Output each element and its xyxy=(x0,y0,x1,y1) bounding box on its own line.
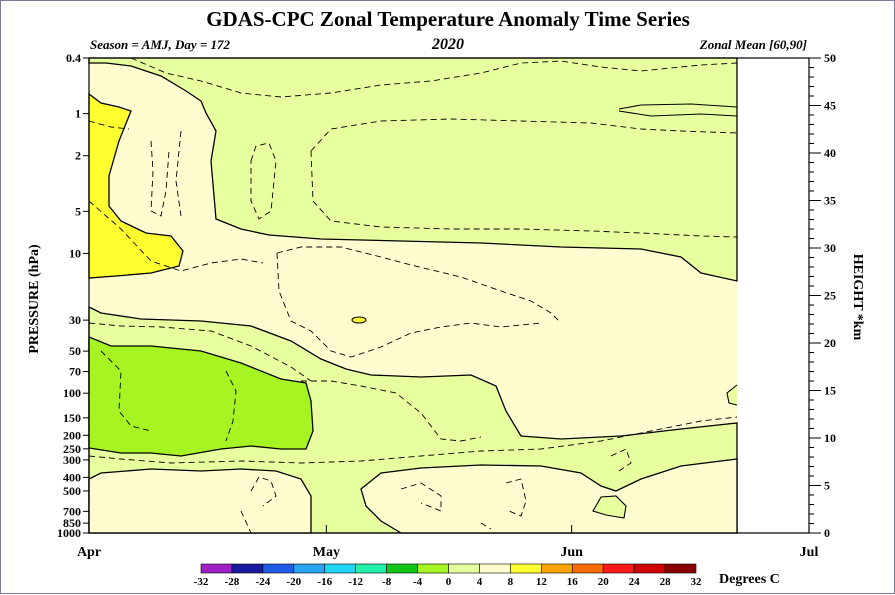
height-tick-label: 15 xyxy=(824,384,836,398)
pressure-tick-label: 1 xyxy=(75,107,81,121)
pressure-tick-label: 850 xyxy=(63,516,81,530)
contour-region-early-april xyxy=(88,336,314,457)
colorbar-tick-label: -4 xyxy=(413,576,423,588)
colorbar-tick-label: 0 xyxy=(446,576,452,588)
pressure-tick-label: 30 xyxy=(69,313,81,327)
chart-subtitle-left: Season = AMJ, Day = 172 xyxy=(90,37,231,52)
colorbar-tick-label: -28 xyxy=(225,576,240,588)
contour-region-upper-warm-patch xyxy=(88,92,184,279)
colorbar-tick-label: 12 xyxy=(536,576,548,588)
colorbar-swatch xyxy=(231,563,264,574)
time-axis: Apr May Jun Jul xyxy=(77,525,819,560)
colorbar-swatch xyxy=(571,563,604,574)
colorbar-swatch xyxy=(633,563,666,574)
pressure-tick-label: 100 xyxy=(63,386,81,400)
chart-subtitle-center: 2020 xyxy=(431,36,464,53)
colorbar-swatch xyxy=(541,563,573,574)
colorbar-tick-label: 32 xyxy=(691,576,703,588)
pressure-tick-label: 500 xyxy=(63,484,81,498)
pressure-tick-label: 70 xyxy=(69,365,81,379)
colorbar-tick-label: 24 xyxy=(629,576,641,588)
colorbar-tick-label: -8 xyxy=(382,576,392,588)
pressure-tick-label: 700 xyxy=(63,504,81,518)
pressure-tick-label: 0.4 xyxy=(66,51,81,65)
time-tick-label: Jul xyxy=(800,545,819,560)
colorbar-swatch xyxy=(417,563,449,574)
contour-loop-june-small xyxy=(592,495,627,519)
height-tick-label: 0 xyxy=(824,526,830,540)
height-tick-label: 35 xyxy=(824,194,836,208)
pressure-tick-label: 5 xyxy=(75,204,81,218)
pressure-tick-label: 50 xyxy=(69,344,81,358)
colorbar-swatch xyxy=(293,563,326,574)
colorbar-swatch xyxy=(664,563,697,574)
y-axis-right-title: HEIGHT *km xyxy=(850,254,865,341)
colorbar-tick-label: -32 xyxy=(194,576,209,588)
plot-area xyxy=(88,57,809,534)
height-tick-label: 25 xyxy=(824,289,836,303)
contour-warm-spot-30hpa xyxy=(351,316,367,324)
colorbar: -32 -28 -24 -20 -16 -12 -8 -4 0 4 8 12 16 20 24 28 32 xyxy=(194,563,703,588)
pressure-tick-label: 200 xyxy=(63,428,81,442)
colorbar-swatch xyxy=(448,563,480,574)
colorbar-tick-label: -12 xyxy=(348,576,363,588)
pressure-tick-label: 300 xyxy=(63,453,81,467)
pressure-tick-label: 1000 xyxy=(57,526,81,540)
colorbar-tick-label: -16 xyxy=(317,576,332,588)
pressure-tick-label: 10 xyxy=(69,246,81,260)
chart-subtitle-right: Zonal Mean [60,90] xyxy=(699,37,807,52)
contour-loop-right-edge xyxy=(726,384,738,406)
height-tick-label: 10 xyxy=(824,431,836,445)
height-tick-label: 5 xyxy=(824,479,830,493)
colorbar-swatch xyxy=(324,563,356,574)
colorbar-tick-label: 28 xyxy=(660,576,672,588)
colorbar-tick-label: 16 xyxy=(567,576,579,588)
contour-region-upper-stratosphere xyxy=(88,57,738,282)
colorbar-tick-label: 20 xyxy=(598,576,610,588)
colorbar-label: Degrees C xyxy=(719,572,780,587)
pressure-tick-label: 2 xyxy=(75,149,81,163)
dashed-contours xyxy=(88,57,738,534)
time-tick-label: Apr xyxy=(77,545,101,560)
height-tick-label: 50 xyxy=(824,51,836,65)
colorbar-tick-label: -24 xyxy=(256,576,271,588)
pressure-tick-label: 400 xyxy=(63,470,81,484)
colorbar-swatch xyxy=(510,563,542,574)
contour-loop-top-right xyxy=(618,103,738,117)
colorbar-swatch xyxy=(355,563,387,574)
height-tick-label: 45 xyxy=(824,99,836,113)
height-tick-label: 30 xyxy=(824,241,836,255)
time-tick-label: Jun xyxy=(560,545,583,560)
height-tick-label: 40 xyxy=(824,146,836,160)
contour-region-june-warm xyxy=(360,458,738,534)
colorbar-swatch xyxy=(602,563,635,574)
pressure-tick-label: 250 xyxy=(63,442,81,456)
time-tick-label: May xyxy=(313,545,340,560)
pressure-tick-label: 150 xyxy=(63,411,81,425)
colorbar-tick-label: 4 xyxy=(477,576,483,588)
colorbar-tick-label: 8 xyxy=(508,576,514,588)
colorbar-swatch xyxy=(386,563,418,574)
height-tick-label: 20 xyxy=(824,336,836,350)
colorbar-swatch xyxy=(200,563,233,574)
colorbar-swatch xyxy=(479,563,511,574)
colorbar-tick-label: -20 xyxy=(286,576,301,588)
contour-region-lower-warm xyxy=(88,468,312,534)
chart-title: GDAS-CPC Zonal Temperature Anomaly Time … xyxy=(206,7,690,31)
y-axis-left-title: PRESSURE (hPa) xyxy=(27,244,42,354)
colorbar-swatch xyxy=(262,563,295,574)
